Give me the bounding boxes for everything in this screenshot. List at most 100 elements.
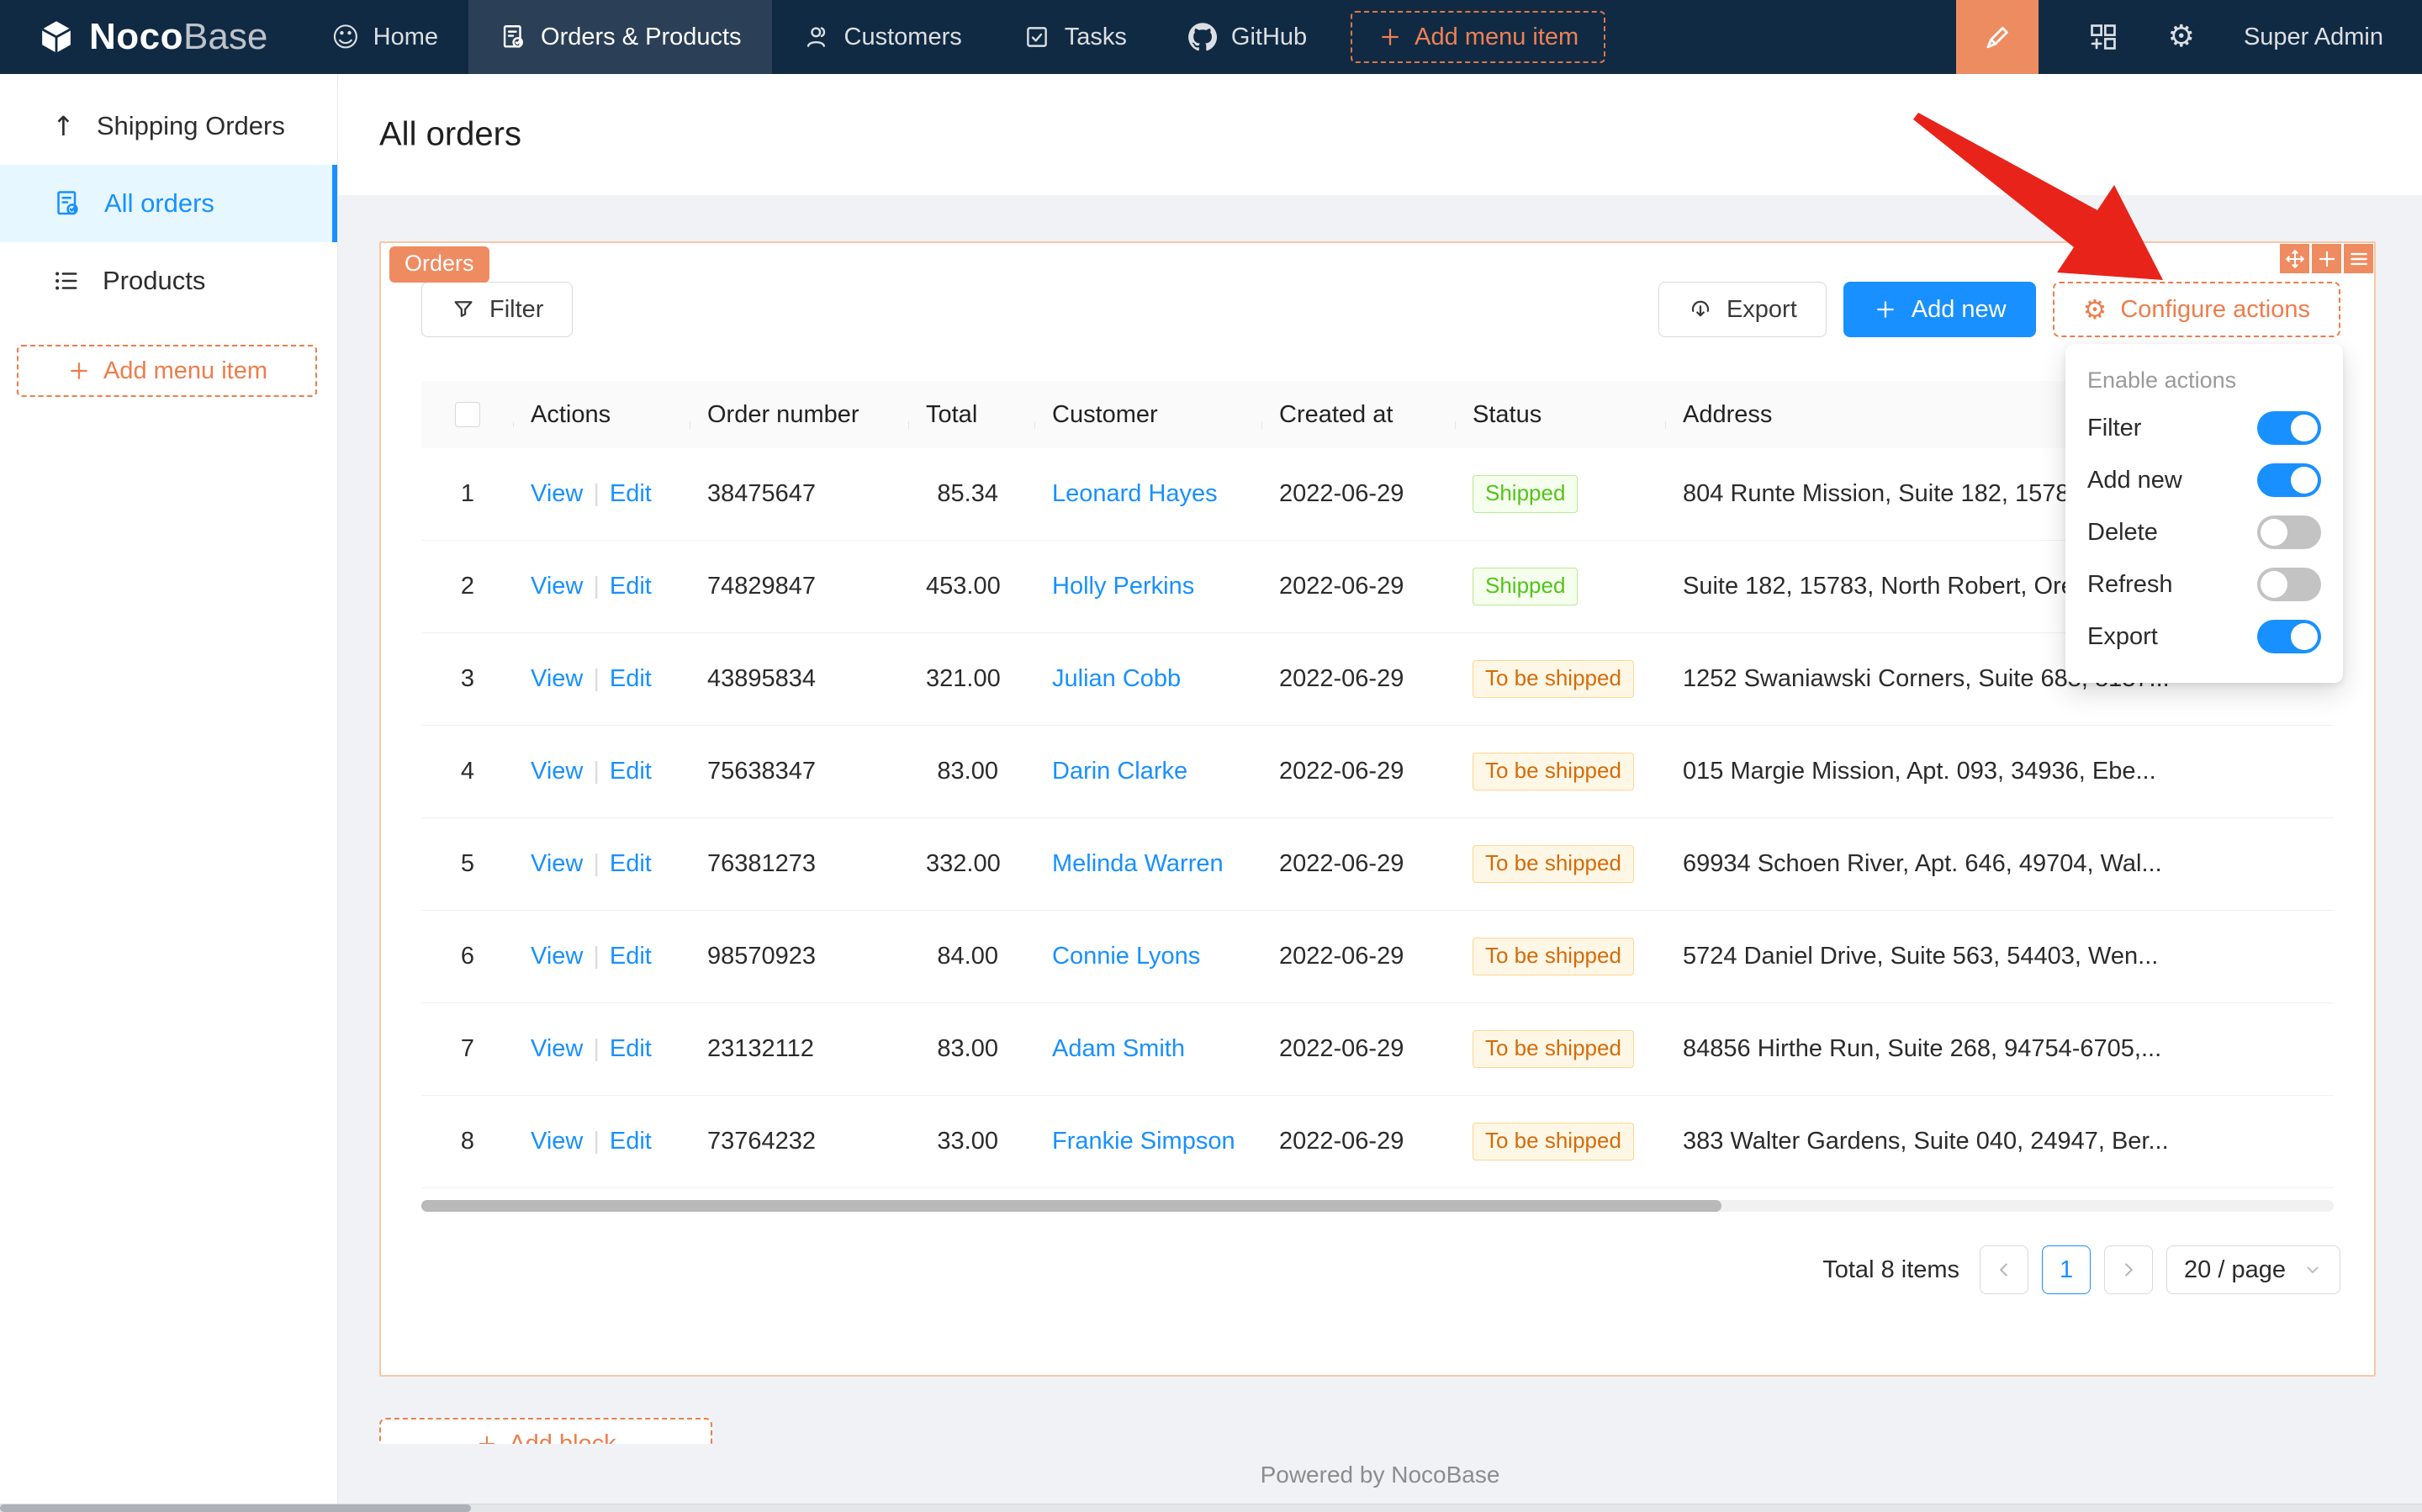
person-icon xyxy=(802,23,831,51)
row-actions: View | Edit xyxy=(514,943,690,970)
total-cell: 83.00 xyxy=(937,1035,998,1062)
status-cell: To be shipped xyxy=(1456,753,1666,790)
edit-link[interactable]: Edit xyxy=(609,480,652,507)
order-number-cell: 76381273 xyxy=(707,850,817,877)
sidebar-item-products[interactable]: Products xyxy=(0,242,337,320)
enable-action-label: Filter xyxy=(2087,414,2142,441)
header-created-at: Created at xyxy=(1262,401,1456,429)
order-number-cell: 74829847 xyxy=(707,573,817,600)
nav-item-customers[interactable]: Customers xyxy=(772,0,992,74)
enable-action-item[interactable]: Export xyxy=(2087,611,2321,663)
edit-link[interactable]: Edit xyxy=(609,1128,652,1155)
action-separator: | xyxy=(593,573,600,600)
created-at-cell: 2022-06-29 xyxy=(1279,1035,1404,1062)
window-scrollbar-thumb[interactable] xyxy=(0,1504,471,1512)
customer-link[interactable]: Julian Cobb xyxy=(1052,665,1182,692)
status-badge: To be shipped xyxy=(1473,1030,1634,1068)
next-page-button[interactable] xyxy=(2104,1245,2154,1294)
gear-icon: ⚙ xyxy=(2082,293,2107,325)
header-status: Status xyxy=(1456,401,1666,429)
enable-action-label: Delete xyxy=(2087,518,2158,546)
edit-link[interactable]: Edit xyxy=(609,665,652,692)
view-link[interactable]: View xyxy=(531,1128,584,1155)
prev-page-button[interactable] xyxy=(1980,1245,2029,1294)
dropdown-title: Enable actions xyxy=(2087,367,2237,393)
edit-link[interactable]: Edit xyxy=(609,850,652,877)
enable-action-item[interactable]: Refresh xyxy=(2087,558,2321,611)
order-number-cell: 75638347 xyxy=(707,758,817,785)
row-index: 2 xyxy=(460,573,475,600)
edit-link[interactable]: Edit xyxy=(609,1035,652,1062)
edit-link[interactable]: Edit xyxy=(609,573,652,600)
enable-action-item[interactable]: Filter xyxy=(2087,402,2321,454)
created-at-cell: 2022-06-29 xyxy=(1279,943,1404,970)
customer-link[interactable]: Adam Smith xyxy=(1052,1035,1185,1062)
toggle-switch[interactable] xyxy=(2257,568,2321,601)
sidebar-item-shipping-orders[interactable]: ↑ Shipping Orders xyxy=(0,87,337,165)
export-button[interactable]: Export xyxy=(1658,282,1827,337)
scrollbar-thumb[interactable] xyxy=(421,1200,1722,1212)
filter-button[interactable]: Filter xyxy=(421,282,574,337)
sidebar-item-all-orders[interactable]: All orders xyxy=(0,165,337,242)
add-block-clip: Add block xyxy=(379,1418,712,1444)
action-separator: | xyxy=(593,850,600,877)
created-at-cell: 2022-06-29 xyxy=(1279,1128,1404,1155)
enable-action-item[interactable]: Delete xyxy=(2087,506,2321,558)
drag-handle-icon[interactable] xyxy=(2280,244,2309,273)
view-link[interactable]: View xyxy=(531,573,584,600)
page-1-button[interactable]: 1 xyxy=(2042,1245,2091,1294)
nav-item-home[interactable]: ☺ Home xyxy=(301,0,468,74)
download-icon xyxy=(1688,297,1713,322)
chevron-down-icon xyxy=(2303,1260,2323,1280)
user-menu[interactable]: Super Admin xyxy=(2243,23,2383,50)
view-link[interactable]: View xyxy=(531,1035,584,1062)
toggle-switch[interactable] xyxy=(2257,515,2321,549)
enable-action-item[interactable]: Add new xyxy=(2087,454,2321,506)
nav-item-tasks[interactable]: Tasks xyxy=(992,0,1157,74)
plugin-manager-icon[interactable] xyxy=(2087,21,2119,53)
status-cell: To be shipped xyxy=(1456,660,1666,698)
add-block-button[interactable]: Add block xyxy=(379,1418,712,1444)
created-at-cell: 2022-06-29 xyxy=(1279,758,1404,785)
action-separator: | xyxy=(593,943,600,970)
sidebar-add-menu-item-button[interactable]: Add menu item xyxy=(17,345,317,397)
header-total: Total xyxy=(909,401,1035,429)
row-index: 6 xyxy=(460,943,475,970)
list-icon xyxy=(52,267,81,295)
navbar-add-menu-item-button[interactable]: Add menu item xyxy=(1351,11,1606,63)
sidebar: ↑ Shipping Orders All orders Products Ad… xyxy=(0,74,338,1512)
toggle-switch[interactable] xyxy=(2257,463,2321,497)
nav-item-github[interactable]: GitHub xyxy=(1157,0,1337,74)
customer-link[interactable]: Darin Clarke xyxy=(1052,758,1188,785)
settings-gear-icon[interactable]: ⚙ xyxy=(2167,19,2195,54)
edit-link[interactable]: Edit xyxy=(609,943,652,970)
toggle-switch[interactable] xyxy=(2257,411,2321,445)
nocobase-logo[interactable]: NocoBase xyxy=(0,16,301,58)
toggle-switch[interactable] xyxy=(2257,620,2321,653)
add-new-button[interactable]: Add new xyxy=(1843,282,2036,337)
view-link[interactable]: View xyxy=(531,480,584,507)
select-all-checkbox[interactable] xyxy=(455,402,480,427)
configure-actions-button[interactable]: ⚙ Configure actions xyxy=(2052,282,2340,337)
edit-link[interactable]: Edit xyxy=(609,758,652,785)
customer-link[interactable]: Connie Lyons xyxy=(1052,943,1201,970)
view-link[interactable]: View xyxy=(531,943,584,970)
ui-editor-button[interactable] xyxy=(1955,0,2039,74)
nav-item-orders-products[interactable]: Orders & Products xyxy=(468,0,772,74)
customer-link[interactable]: Leonard Hayes xyxy=(1052,480,1218,507)
address-cell: 804 Runte Mission, Suite 182, 15783, N..… xyxy=(1683,480,2134,507)
view-link[interactable]: View xyxy=(531,850,584,877)
block-menu-icon[interactable] xyxy=(2344,244,2373,273)
table-row: 5 View | Edit 76381273 332.00 Melinda Warren 20… xyxy=(421,818,2334,911)
pagination: Total 8 items 1 20 / page xyxy=(421,1245,2340,1294)
action-separator: | xyxy=(593,480,600,507)
block-add-icon[interactable] xyxy=(2312,244,2341,273)
status-badge: To be shipped xyxy=(1473,1123,1634,1160)
view-link[interactable]: View xyxy=(531,665,584,692)
customer-link[interactable]: Melinda Warren xyxy=(1052,850,1224,877)
customer-link[interactable]: Frankie Simpson xyxy=(1052,1128,1235,1155)
orders-block: Orders Filter xyxy=(379,241,2376,1377)
page-size-select[interactable]: 20 / page xyxy=(2166,1245,2340,1294)
customer-link[interactable]: Holly Perkins xyxy=(1052,573,1195,600)
view-link[interactable]: View xyxy=(531,758,584,785)
